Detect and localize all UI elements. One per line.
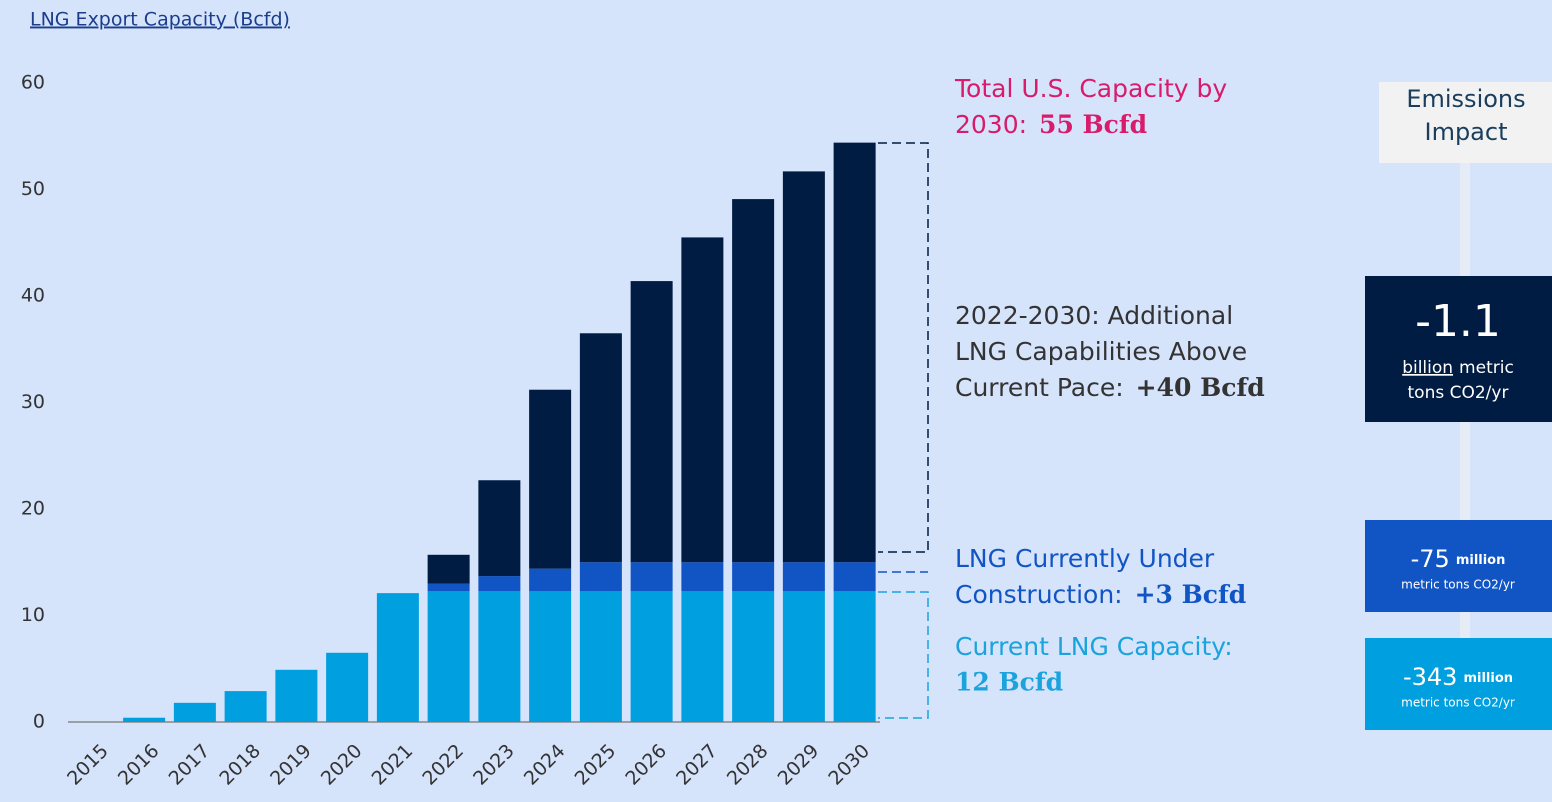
- bar-segment: [833, 142, 876, 563]
- bar-segment: [579, 591, 622, 722]
- emissions-unit: billion metric: [1402, 358, 1514, 378]
- bar-segment: [376, 593, 419, 722]
- bar-segment: [833, 562, 876, 592]
- emissions-unit: metric: [1459, 358, 1514, 378]
- bar-segment: [630, 562, 673, 592]
- bar-segment: [427, 583, 470, 592]
- emissions-header: [1379, 82, 1552, 163]
- emissions-box: [1365, 276, 1552, 422]
- annotation-text: Current Pace: +40 Bcfd: [955, 373, 1265, 403]
- bar-segment: [123, 717, 166, 722]
- bar-segment: [630, 281, 673, 563]
- y-tick-label: 0: [33, 711, 45, 733]
- bar-segment: [326, 652, 369, 722]
- emissions-unit: tons CO2/yr: [1408, 383, 1509, 403]
- bar-segment: [579, 562, 622, 592]
- bar-segment: [732, 562, 775, 592]
- annotation-emphasis: +3 Bcfd: [1135, 580, 1247, 609]
- annotation-emphasis: 55 Bcfd: [1039, 110, 1147, 139]
- bar-segment: [529, 591, 572, 722]
- emissions-value: -343: [1403, 663, 1457, 691]
- emissions-value: -343 million: [1403, 663, 1513, 691]
- bar-segment: [681, 237, 724, 563]
- emissions-value: -75: [1411, 545, 1450, 573]
- emissions-scale: billion: [1402, 358, 1453, 378]
- y-tick-label: 10: [21, 604, 45, 626]
- emissions-scale: million: [1456, 553, 1506, 568]
- bar-segment: [579, 333, 622, 563]
- bar-segment: [732, 199, 775, 563]
- bar-segment: [732, 591, 775, 722]
- bar-segment: [782, 171, 825, 563]
- annotation-emphasis: 12 Bcfd: [955, 668, 1063, 697]
- annotation-text: 2022-2030: Additional: [955, 301, 1233, 330]
- emissions-box: [1365, 520, 1552, 612]
- emissions-box: [1365, 638, 1552, 730]
- bar-segment: [478, 591, 521, 722]
- bar-segment: [681, 562, 724, 592]
- annotation-emphasis: +40 Bcfd: [1136, 373, 1265, 402]
- bar-segment: [782, 562, 825, 592]
- bar-segment: [478, 576, 521, 592]
- emissions-title: Impact: [1424, 118, 1507, 146]
- bar-segment: [275, 669, 318, 722]
- annotation-text: LNG Currently Under: [955, 544, 1215, 573]
- y-tick-label: 50: [21, 178, 45, 200]
- emissions-unit: metric tons CO2/yr: [1401, 696, 1515, 710]
- bar-segment: [529, 568, 572, 592]
- y-tick-label: 40: [21, 285, 45, 307]
- annotation-text: Total U.S. Capacity by: [954, 74, 1227, 103]
- bar-segment: [427, 591, 470, 722]
- bar-segment: [782, 591, 825, 722]
- chart-title: LNG Export Capacity (Bcfd): [30, 9, 290, 31]
- bar-segment: [681, 591, 724, 722]
- bar-segment: [224, 691, 267, 722]
- bar-segment: [427, 554, 470, 584]
- bar-segment: [529, 389, 572, 569]
- bar-segment: [630, 591, 673, 722]
- emissions-value: -1.1: [1415, 296, 1501, 347]
- y-tick-label: 60: [21, 72, 45, 94]
- y-tick-label: 30: [21, 391, 45, 413]
- emissions-title: Emissions: [1406, 85, 1525, 113]
- emissions-value: -75 million: [1411, 545, 1506, 573]
- bracket-current: [878, 591, 929, 719]
- bar-segment: [833, 591, 876, 722]
- bar-segment: [173, 702, 216, 722]
- annotation-text: 2030: 55 Bcfd: [955, 110, 1147, 140]
- emissions-scale: million: [1463, 671, 1513, 686]
- bracket-additional: [878, 142, 929, 553]
- emissions-unit: metric tons CO2/yr: [1401, 578, 1515, 592]
- annotation-text: Current LNG Capacity:: [955, 632, 1233, 661]
- annotation-text: Construction: +3 Bcfd: [955, 580, 1246, 610]
- annotation-text: LNG Capabilities Above: [955, 337, 1247, 366]
- bar-segment: [478, 480, 521, 577]
- y-tick-label: 20: [21, 498, 45, 520]
